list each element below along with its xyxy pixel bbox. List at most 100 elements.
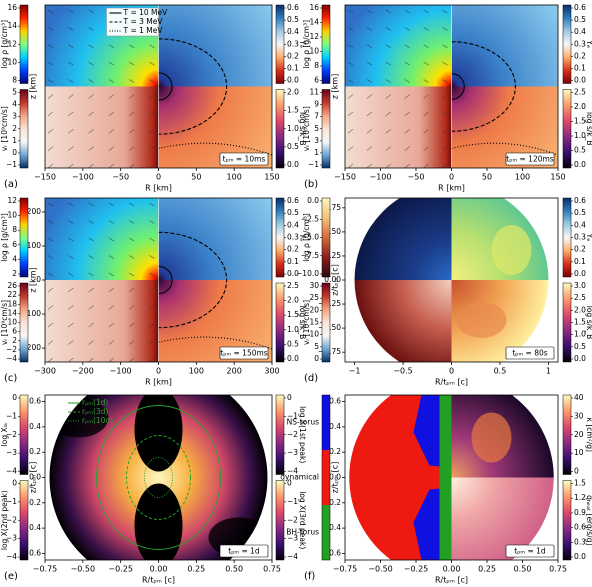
velocity-arrow (423, 163, 429, 168)
colorbar (19, 394, 29, 475)
colorbar-label: Yₑ (298, 233, 307, 242)
colorbar (275, 4, 285, 84)
colorbar-tick-label: −3 (287, 448, 298, 457)
field (45, 280, 159, 362)
x-tick-label: −150 (34, 173, 56, 182)
velocity-arrow (366, 79, 373, 83)
colorbar-tick-label: −2.5 (301, 214, 319, 223)
category-label: BH-torus (286, 528, 319, 537)
y-axis-label: z [km] (331, 74, 340, 99)
velocity-arrow (108, 287, 115, 293)
velocity-arrow (442, 94, 448, 99)
y-tick-label: 200 (27, 207, 42, 216)
colorbar-tick-label: 1.5 (287, 310, 299, 319)
colorbar-label: vᵣ [10⁹cm/s] (302, 300, 311, 345)
panel-label: (c) (4, 373, 17, 384)
time-box (505, 544, 555, 558)
velocity-arrow (88, 322, 94, 328)
velocity-arrow (128, 79, 135, 83)
colorbar-tick-label: −2 (6, 515, 17, 524)
colorbar-label: log s/k_B (585, 112, 592, 146)
velocity-arrow (366, 27, 373, 31)
velocity-arrow (404, 27, 410, 31)
colorbar-tick-label: 1 (12, 136, 17, 145)
velocity-arrow (68, 79, 74, 83)
velocity-arrow (128, 255, 135, 259)
velocity-arrow (149, 220, 155, 224)
velocity-arrow (88, 305, 94, 310)
velocity-arrow (47, 61, 54, 66)
colorbar-label: vᵣ [10⁹cm/s] (302, 106, 311, 151)
velocity-arrow (68, 287, 74, 293)
velocity-arrow (68, 9, 74, 14)
field (45, 198, 159, 280)
velocity-arrow (366, 163, 373, 168)
velocity-arrow (88, 163, 94, 168)
x-tick-label: −0.75 (33, 565, 58, 574)
panel-image (45, 198, 272, 362)
x-tick-label: −0.50 (368, 565, 393, 574)
contour-3mev (451, 41, 516, 132)
velocity-arrow (366, 128, 373, 134)
colorbar-tick-label: −4 (6, 467, 17, 476)
x-tick-label: 150 (550, 173, 565, 182)
velocity-arrow (108, 220, 115, 224)
velocity-arrow (442, 9, 448, 14)
velocity-arrow (68, 202, 74, 207)
velocity-arrow (404, 44, 410, 49)
y-tick-label: 0.50 (324, 227, 341, 236)
velocity-arrow (68, 61, 74, 66)
time-box (505, 346, 555, 360)
x-tick-label: −100 (72, 173, 94, 182)
field (345, 5, 452, 87)
colorbar-label: qₕₑₐₜ [erg/s/g] (585, 495, 592, 545)
dark-region (134, 395, 183, 472)
colorbar (562, 89, 572, 169)
time-box (219, 346, 269, 360)
y-axis-label: z/tₚₘ [c] (29, 462, 38, 494)
velocity-arrow (47, 357, 54, 362)
velocity-arrow (108, 202, 115, 207)
x-tick-label: −150 (334, 173, 356, 182)
velocity-arrow (68, 272, 74, 277)
colorbar-tick-label: 0.5 (287, 339, 299, 348)
colorbar-tick-label: −1 (287, 411, 298, 420)
velocity-arrow (108, 163, 115, 168)
velocity-arrow (88, 94, 94, 99)
velocity-arrow (108, 128, 115, 134)
colorbar-tick-label: 0 (574, 467, 579, 476)
velocity-arrow (149, 94, 155, 99)
colorbar-tick-label: 8 (314, 61, 319, 70)
velocity-arrow (423, 111, 429, 117)
y-tick-label: 0.0 (29, 473, 41, 482)
velocity-arrow (347, 44, 354, 49)
colorbar-tick-label: 16 (7, 3, 17, 12)
x-tick-label: 100 (189, 367, 204, 376)
colorbar-tick-label: 0.3 (287, 39, 299, 48)
velocity-arrow (385, 111, 392, 117)
blob (456, 302, 507, 338)
colorbar (321, 4, 331, 84)
velocity-arrow (366, 44, 373, 49)
colorbar-tick-label: 2.5 (574, 293, 586, 302)
colorbar-tick-label: 14 (7, 308, 17, 317)
velocity-arrow (88, 111, 94, 117)
velocity-arrow (347, 146, 354, 151)
contour-1mev (158, 336, 272, 350)
x-axis-label: R/tₚₘ [c] (435, 378, 468, 387)
field (45, 86, 159, 168)
contour-1d (96, 405, 221, 550)
legend-label: T = 3 MeV (123, 17, 164, 26)
colorbar (19, 480, 29, 561)
y-tick-label: 0 (36, 275, 41, 284)
colorbar-tick-label: 10 (7, 57, 17, 66)
velocity-arrow (47, 146, 54, 151)
velocity-arrow (108, 61, 115, 66)
velocity-arrow (68, 94, 74, 99)
velocity-arrow (88, 9, 94, 14)
velocity-arrow (128, 272, 135, 277)
field (451, 5, 558, 87)
x-tick-label: −50 (408, 173, 425, 182)
velocity-arrow (149, 79, 155, 83)
